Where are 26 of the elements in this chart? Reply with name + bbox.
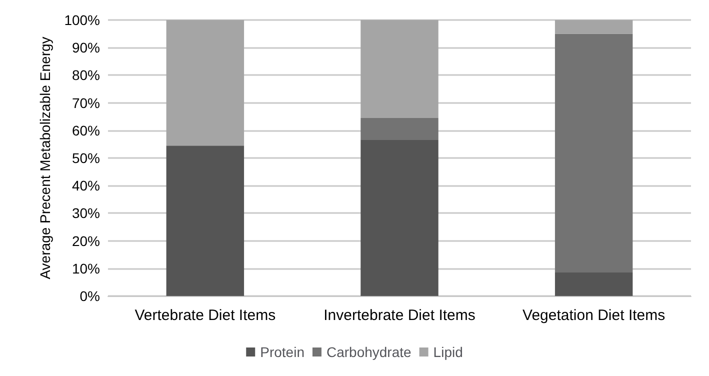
x-tick-label: Vegetation Diet Items <box>522 307 666 324</box>
x-tick-label: Vertebrate Diet Items <box>134 307 276 324</box>
y-axis-title: Average Precent Metabolizable Energy <box>36 36 53 280</box>
y-tick-label: 90% <box>72 40 100 56</box>
y-tick-label: 80% <box>72 67 100 84</box>
legend-label: Protein <box>260 344 304 360</box>
bar <box>554 20 633 34</box>
bar <box>166 20 244 146</box>
bar <box>360 20 438 118</box>
legend-label: Lipid <box>433 344 463 360</box>
x-tick-label: Invertebrate Diet Items <box>324 307 476 324</box>
y-tick-label: 70% <box>72 94 100 111</box>
bar <box>166 146 244 296</box>
y-tick-label: 10% <box>72 260 100 276</box>
y-tick-label: 100% <box>64 12 100 28</box>
y-tick-label: 20% <box>72 232 100 249</box>
bar <box>360 140 438 296</box>
bar <box>554 272 633 296</box>
y-tick-label: 60% <box>72 122 100 138</box>
y-tick-label: 40% <box>72 178 100 194</box>
y-tick-label: 30% <box>72 205 100 222</box>
y-tick-label: 50% <box>72 150 100 166</box>
bar <box>360 118 438 140</box>
bar <box>554 34 633 273</box>
legend-label: Carbohydrate <box>326 344 412 360</box>
y-tick-label: 0% <box>80 288 100 304</box>
